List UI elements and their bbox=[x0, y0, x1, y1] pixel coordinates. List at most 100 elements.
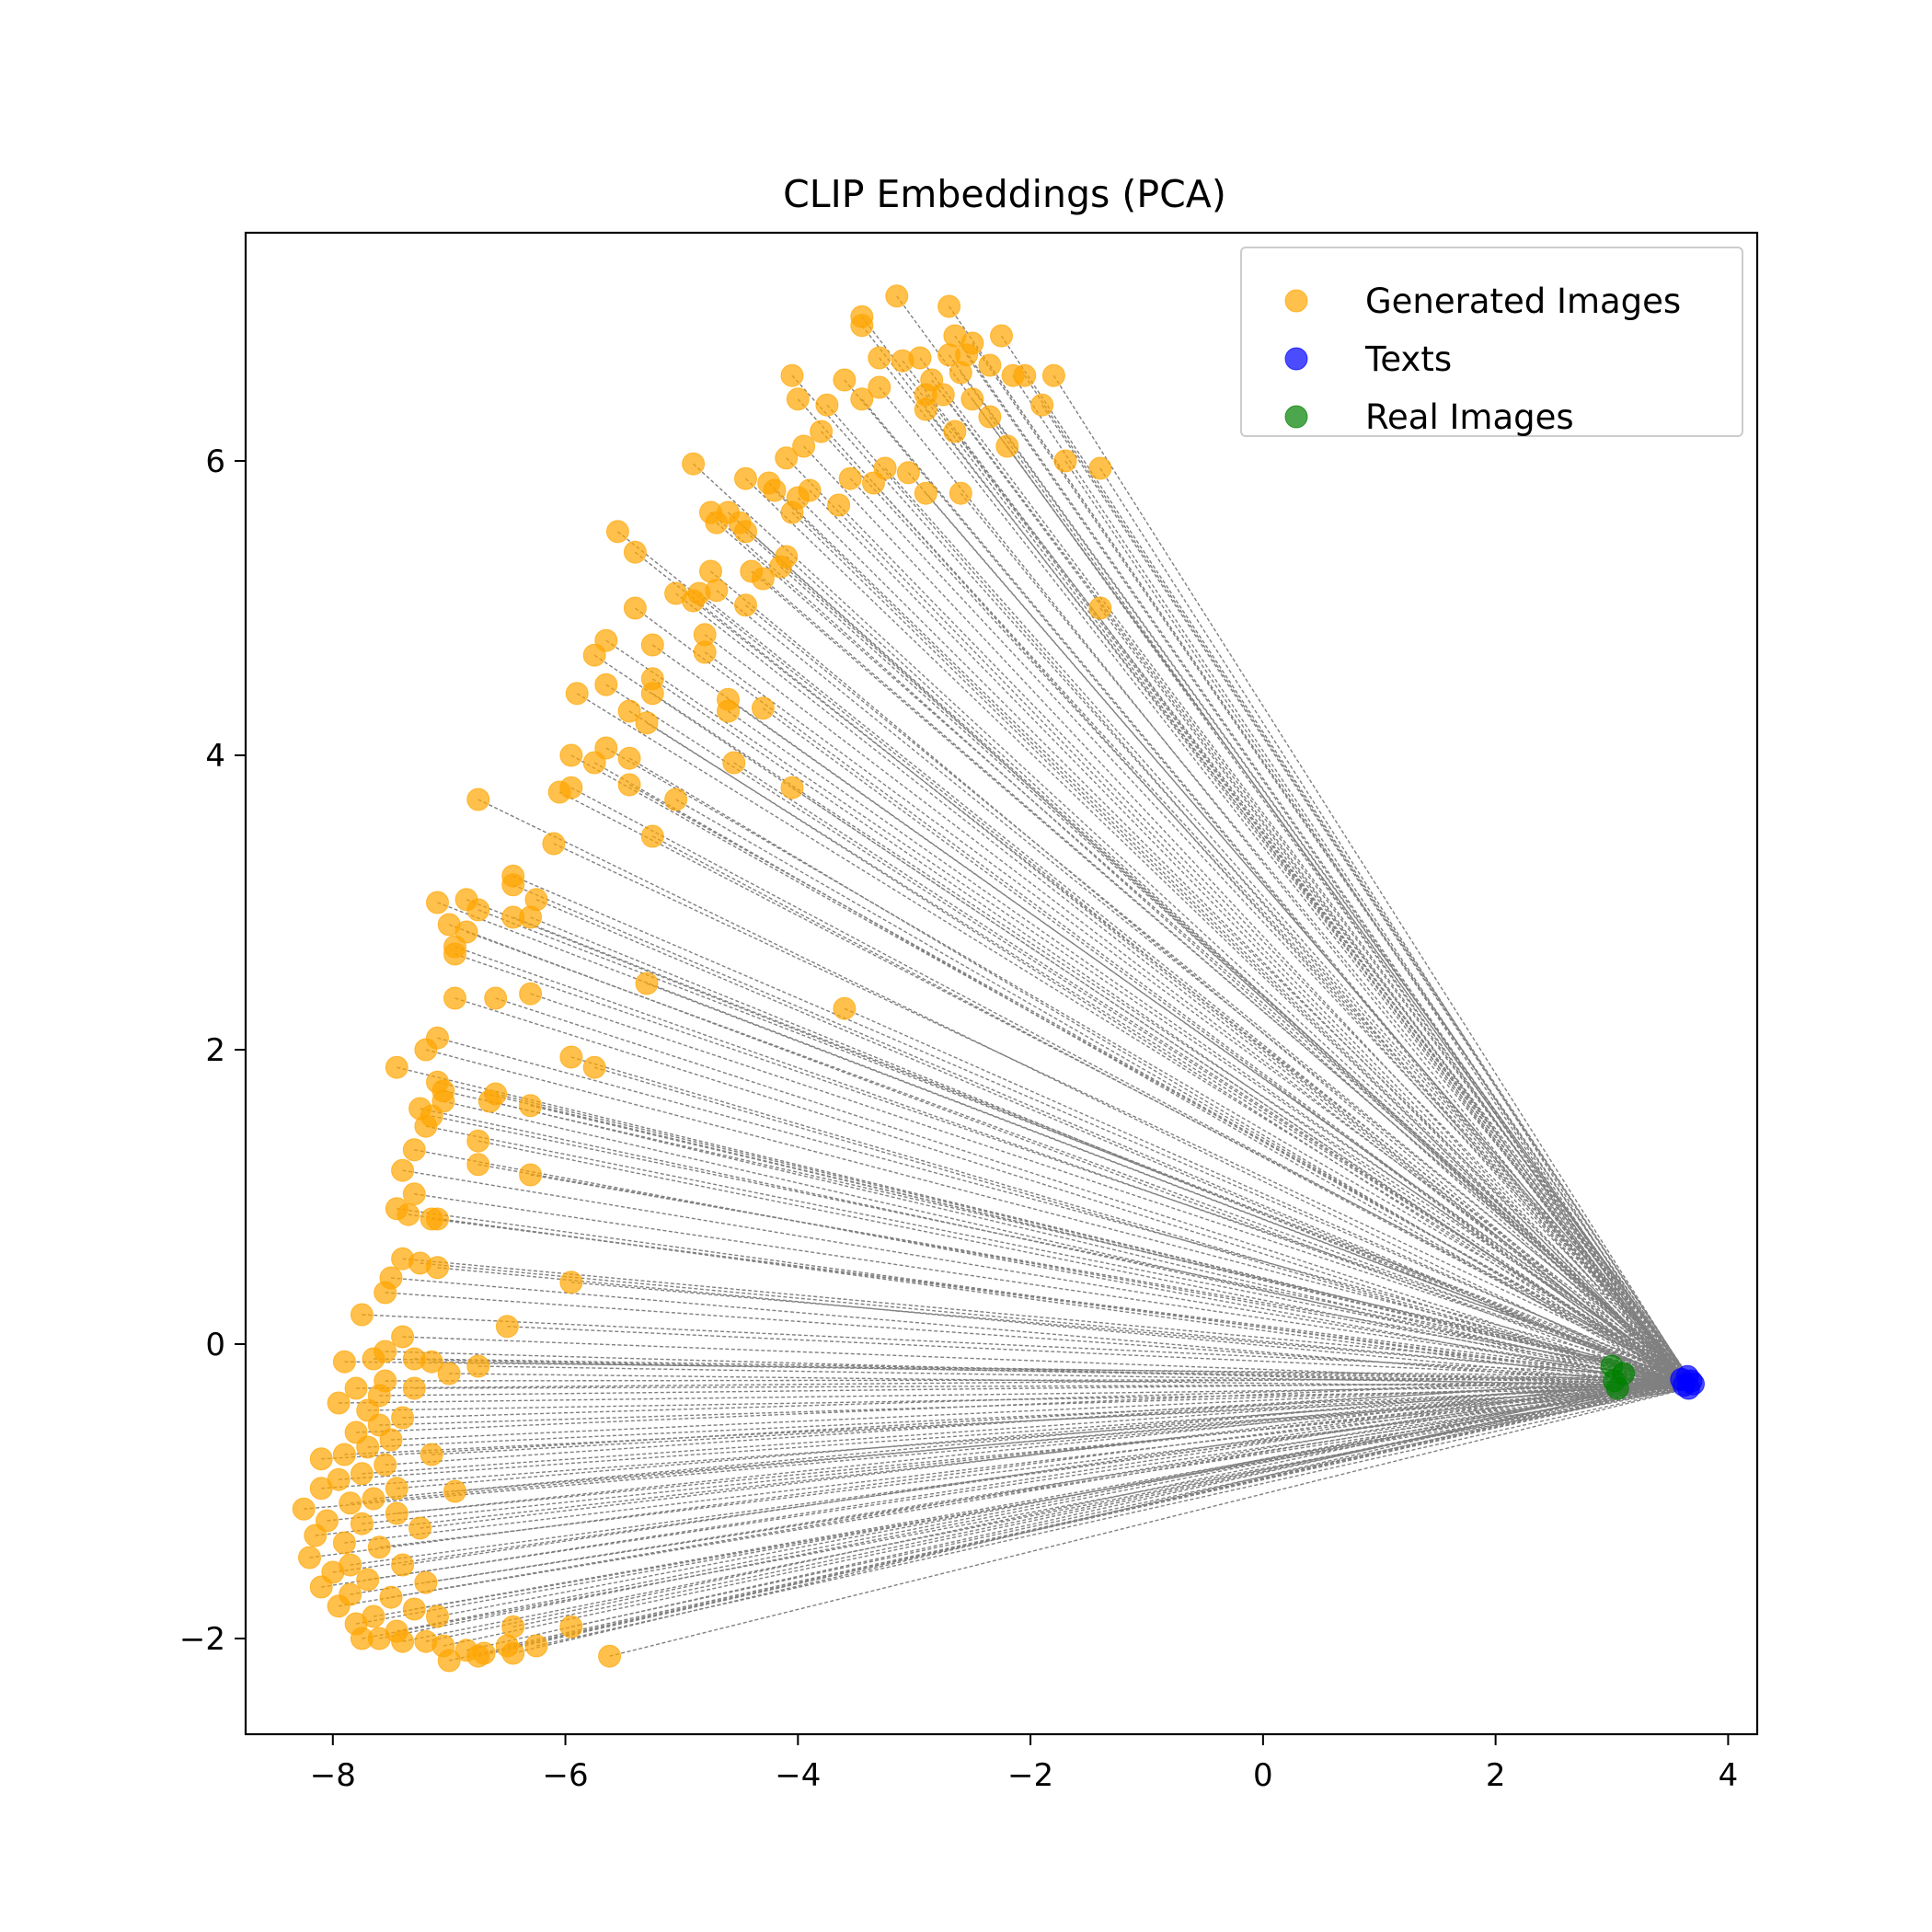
generated-image-point bbox=[862, 471, 885, 495]
generated-image-point bbox=[547, 780, 571, 804]
connector-line bbox=[448, 924, 1689, 1389]
connector-line bbox=[477, 909, 1688, 1377]
connector-line bbox=[634, 551, 1689, 1389]
connector-line bbox=[931, 379, 1689, 1389]
connector-line bbox=[570, 1385, 1685, 1627]
connector-line bbox=[1041, 404, 1692, 1382]
connector-line bbox=[385, 1292, 1694, 1385]
connector-line bbox=[762, 578, 1692, 1382]
connector-line bbox=[809, 489, 1685, 1386]
connector-line bbox=[385, 1378, 1682, 1382]
generated-image-point bbox=[682, 452, 706, 476]
generated-image-point bbox=[960, 387, 984, 411]
generated-image-point bbox=[362, 1487, 385, 1511]
generated-image-point bbox=[623, 540, 647, 564]
generated-image-point bbox=[914, 481, 937, 505]
connector-line bbox=[925, 408, 1688, 1377]
generated-image-point bbox=[734, 466, 757, 490]
generated-image-point bbox=[426, 891, 449, 914]
connector-line bbox=[779, 566, 1694, 1385]
connector-line bbox=[675, 799, 1683, 1381]
connector-line bbox=[339, 1385, 1685, 1404]
connector-line bbox=[454, 946, 1694, 1385]
connector-line bbox=[553, 843, 1688, 1377]
connector-line bbox=[367, 1385, 1685, 1581]
connector-line bbox=[420, 1375, 1688, 1529]
legend-box bbox=[1240, 247, 1743, 437]
connector-line bbox=[477, 1365, 1685, 1386]
generated-image-point bbox=[385, 1055, 408, 1079]
generated-image-point bbox=[367, 1627, 391, 1650]
generated-image-point bbox=[949, 481, 972, 505]
generated-image-point bbox=[827, 493, 851, 517]
generated-image-point bbox=[1088, 456, 1112, 480]
generated-image-point bbox=[751, 567, 775, 591]
generated-image-point bbox=[594, 673, 618, 696]
generated-image-point bbox=[466, 1354, 490, 1378]
generated-image-point bbox=[391, 1158, 415, 1182]
x-tick-label: −2 bbox=[1007, 1757, 1053, 1794]
generated-image-point bbox=[1053, 449, 1077, 473]
connector-line bbox=[844, 379, 1685, 1386]
connector-line bbox=[437, 1267, 1685, 1386]
generated-image-point bbox=[519, 1094, 543, 1118]
generated-image-point bbox=[327, 1594, 351, 1618]
connector-line bbox=[350, 1383, 1694, 1595]
generated-image-point bbox=[833, 996, 857, 1020]
connector-line bbox=[576, 693, 1694, 1385]
x-tick-label: 0 bbox=[1253, 1757, 1273, 1794]
connector-line bbox=[791, 374, 1692, 1382]
connector-line bbox=[605, 747, 1688, 1377]
generated-image-point bbox=[414, 1570, 438, 1594]
connector-line bbox=[884, 467, 1688, 1377]
generated-image-point bbox=[309, 1477, 333, 1501]
generated-image-point bbox=[519, 1163, 543, 1187]
connector-line bbox=[989, 364, 1688, 1377]
connector-line bbox=[960, 492, 1692, 1382]
generated-image-point bbox=[559, 743, 583, 767]
x-tick-label: 2 bbox=[1486, 1757, 1506, 1794]
generated-image-point bbox=[582, 1055, 606, 1079]
connector-line bbox=[385, 1375, 1688, 1466]
generated-image-point bbox=[379, 1428, 403, 1452]
connector-line bbox=[570, 1282, 1682, 1381]
connector-line bbox=[339, 1385, 1685, 1480]
connector-line bbox=[535, 1387, 1689, 1647]
y-tick-label: 4 bbox=[205, 738, 225, 775]
generated-image-point bbox=[391, 1629, 415, 1653]
legend-marker bbox=[1284, 347, 1308, 371]
connector-line bbox=[849, 477, 1695, 1385]
generated-image-point bbox=[443, 1479, 466, 1503]
x-tick-label: −6 bbox=[542, 1757, 588, 1794]
connector-line bbox=[838, 504, 1695, 1385]
connector-line bbox=[379, 1387, 1689, 1548]
generated-image-point bbox=[402, 1182, 426, 1206]
generated-image-point bbox=[705, 511, 729, 535]
generated-image-point bbox=[477, 1089, 501, 1113]
connector-line bbox=[902, 360, 1683, 1380]
connector-line bbox=[425, 1387, 1689, 1583]
connector-line bbox=[449, 1373, 1689, 1389]
connector-line bbox=[745, 477, 1683, 1380]
connector-line bbox=[728, 710, 1683, 1380]
connector-line bbox=[355, 1383, 1694, 1625]
generated-image-point bbox=[722, 751, 746, 775]
connector-line bbox=[651, 693, 1688, 1377]
generated-image-point bbox=[995, 434, 1019, 458]
chart-title: CLIP Embeddings (PCA) bbox=[783, 172, 1226, 216]
connector-line bbox=[402, 1336, 1685, 1386]
generated-image-point bbox=[617, 746, 641, 770]
connector-line bbox=[1099, 467, 1689, 1389]
generated-image-point bbox=[484, 986, 508, 1010]
generated-image-point bbox=[367, 1535, 391, 1559]
generated-image-point bbox=[815, 393, 839, 417]
connector-line bbox=[466, 1378, 1682, 1651]
generated-image-point bbox=[908, 346, 932, 370]
connector-line bbox=[414, 1149, 1689, 1389]
generated-image-point bbox=[391, 1553, 415, 1577]
connector-line bbox=[698, 592, 1683, 1380]
connector-line bbox=[925, 492, 1688, 1377]
generated-image-point bbox=[1088, 596, 1112, 620]
connector-line bbox=[309, 1378, 1682, 1558]
connector-line bbox=[402, 1375, 1688, 1566]
